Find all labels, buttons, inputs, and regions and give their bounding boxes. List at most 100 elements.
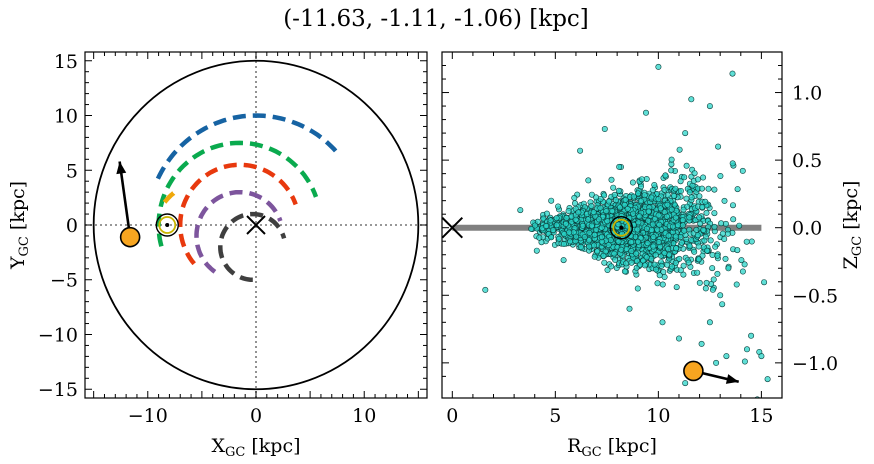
- scatter-point: [688, 194, 695, 201]
- scatter-point: [738, 257, 745, 264]
- scatter-point: [634, 285, 641, 292]
- right-plot-area: [442, 63, 771, 398]
- right-y-tick-label: 0.0: [792, 218, 822, 240]
- scatter-point: [679, 222, 686, 229]
- right-y-tick-label: −1.0: [792, 353, 838, 375]
- right-xlabel: RGC [kpc]: [567, 435, 657, 460]
- scatter-point: [668, 263, 675, 270]
- scatter-point: [717, 292, 724, 299]
- scatter-point: [693, 226, 700, 233]
- scatter-point: [586, 237, 593, 244]
- left-x-tick-label: −10: [128, 405, 168, 427]
- right-ticks: 0 5 10 15 −1.0 −0.5 0.0 0.5 1.0: [442, 52, 838, 427]
- scatter-point: [571, 200, 578, 207]
- scatter-point: [566, 238, 573, 245]
- left-object-marker: [119, 226, 141, 248]
- scatter-point: [739, 268, 746, 275]
- scatter-point: [669, 223, 676, 230]
- scatter-point: [658, 262, 665, 269]
- scatter-point: [652, 251, 659, 258]
- scatter-point: [711, 186, 718, 193]
- scatter-point: [673, 245, 680, 252]
- scatter-point: [612, 256, 619, 263]
- scatter-point: [628, 248, 635, 255]
- sun-dot: [165, 223, 170, 227]
- scatter-point: [679, 217, 686, 224]
- scatter-point: [553, 215, 560, 222]
- scatter-point: [611, 250, 618, 257]
- scatter-point: [703, 279, 710, 286]
- scatter-point: [681, 227, 688, 234]
- scatter-point: [711, 223, 718, 230]
- scatter-point: [612, 197, 619, 204]
- scatter-point: [604, 266, 611, 273]
- right-y-tick-label: 0.5: [792, 150, 822, 172]
- scatter-point: [585, 216, 592, 223]
- scatter-point: [630, 210, 637, 217]
- scatter-point: [555, 203, 562, 210]
- scatter-point: [676, 146, 683, 153]
- right-panel: 0 5 10 15 −1.0 −0.5 0.0 0.5 1.0 RGC [kpc] ZGC [k…: [441, 51, 865, 460]
- scatter-point: [621, 268, 628, 275]
- scatter-point: [597, 205, 604, 212]
- scatter-point: [729, 70, 736, 77]
- left-y-tick-label: 5: [66, 160, 78, 182]
- left-ticks: −10 0 10 −15 −10 −5 0 5 10 15: [38, 51, 427, 427]
- scatter-point: [700, 227, 707, 234]
- scatter-point: [676, 255, 683, 262]
- scatter-point: [543, 223, 550, 230]
- spiral-arm-4: [177, 162, 298, 266]
- scatter-point: [677, 178, 684, 185]
- scatter-point: [560, 241, 567, 248]
- scatter-point: [736, 222, 743, 229]
- scatter-point: [672, 233, 679, 240]
- scatter-point: [668, 167, 675, 174]
- scatter-point: [741, 358, 748, 365]
- scatter-point: [655, 63, 662, 70]
- scatter-point: [609, 208, 616, 215]
- figure-title: (-11.63, -1.11, -1.06) [kpc]: [283, 6, 589, 32]
- scatter-point: [718, 220, 725, 227]
- scatter-point: [548, 234, 555, 241]
- scatter-point: [650, 243, 657, 250]
- scatter-point: [645, 217, 652, 224]
- scatter-point: [743, 238, 750, 245]
- scatter-point: [710, 276, 717, 283]
- scatter-point: [713, 359, 720, 366]
- scatter-point: [630, 193, 637, 200]
- scatter-point: [665, 246, 672, 253]
- scatter-point: [706, 103, 713, 110]
- scatter-point: [683, 162, 690, 169]
- scatter-point: [553, 222, 560, 229]
- scatter-point: [648, 194, 655, 201]
- right-x-tick-label: 15: [749, 405, 773, 427]
- scatter-point: [636, 213, 643, 220]
- scatter-point: [581, 234, 588, 241]
- scatter-point: [678, 239, 685, 246]
- scatter-point: [664, 192, 671, 199]
- scatter-point: [680, 262, 687, 269]
- scatter-point: [608, 263, 615, 270]
- scatter-point: [594, 248, 601, 255]
- scatter-point: [672, 185, 679, 192]
- scatter-point: [725, 265, 732, 272]
- scatter-point: [659, 281, 666, 288]
- scatter-point: [661, 273, 668, 280]
- scatter-point: [729, 202, 736, 209]
- scatter-point: [691, 170, 698, 177]
- scatter-point: [645, 208, 652, 215]
- scatter-point: [709, 286, 716, 293]
- right-y-tick-label: 1.0: [792, 83, 822, 105]
- scatter-point: [656, 221, 663, 228]
- scatter-point: [656, 272, 663, 279]
- scatter-point: [623, 260, 630, 267]
- scatter-point: [688, 96, 695, 103]
- scatter-point: [555, 235, 562, 242]
- scatter-point: [634, 226, 641, 233]
- scatter-point: [709, 252, 716, 259]
- scatter-point: [610, 184, 617, 191]
- scatter-point: [548, 197, 555, 204]
- scatter-point: [677, 267, 684, 274]
- right-sun-outer-ring: [609, 216, 633, 240]
